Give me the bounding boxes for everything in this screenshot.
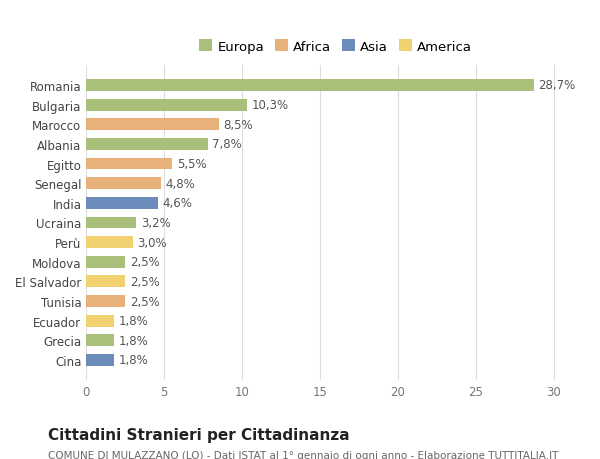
Bar bbox=[86, 100, 247, 111]
Bar bbox=[86, 158, 172, 170]
Bar bbox=[86, 315, 114, 327]
Text: 2,5%: 2,5% bbox=[130, 275, 160, 288]
Bar bbox=[86, 335, 114, 347]
Text: 2,5%: 2,5% bbox=[130, 256, 160, 269]
Bar bbox=[86, 217, 136, 229]
Bar bbox=[86, 296, 125, 307]
Text: 2,5%: 2,5% bbox=[130, 295, 160, 308]
Text: 5,5%: 5,5% bbox=[176, 158, 206, 171]
Text: 4,6%: 4,6% bbox=[163, 197, 193, 210]
Text: 4,8%: 4,8% bbox=[166, 177, 196, 190]
Text: 28,7%: 28,7% bbox=[538, 79, 575, 92]
Text: 8,5%: 8,5% bbox=[223, 118, 253, 131]
Bar bbox=[86, 276, 125, 288]
Text: 3,2%: 3,2% bbox=[141, 217, 170, 230]
Bar bbox=[86, 178, 161, 190]
Text: 7,8%: 7,8% bbox=[212, 138, 242, 151]
Text: Cittadini Stranieri per Cittadinanza: Cittadini Stranieri per Cittadinanza bbox=[48, 427, 350, 442]
Text: 1,8%: 1,8% bbox=[119, 353, 149, 367]
Text: 1,8%: 1,8% bbox=[119, 334, 149, 347]
Bar bbox=[86, 80, 533, 92]
Bar bbox=[86, 119, 219, 131]
Text: 10,3%: 10,3% bbox=[251, 99, 289, 112]
Text: 1,8%: 1,8% bbox=[119, 314, 149, 327]
Bar bbox=[86, 256, 125, 268]
Bar bbox=[86, 354, 114, 366]
Bar bbox=[86, 197, 158, 209]
Text: COMUNE DI MULAZZANO (LO) - Dati ISTAT al 1° gennaio di ogni anno - Elaborazione : COMUNE DI MULAZZANO (LO) - Dati ISTAT al… bbox=[48, 450, 559, 459]
Bar bbox=[86, 139, 208, 151]
Text: 3,0%: 3,0% bbox=[137, 236, 167, 249]
Legend: Europa, Africa, Asia, America: Europa, Africa, Asia, America bbox=[196, 38, 475, 56]
Bar bbox=[86, 237, 133, 248]
